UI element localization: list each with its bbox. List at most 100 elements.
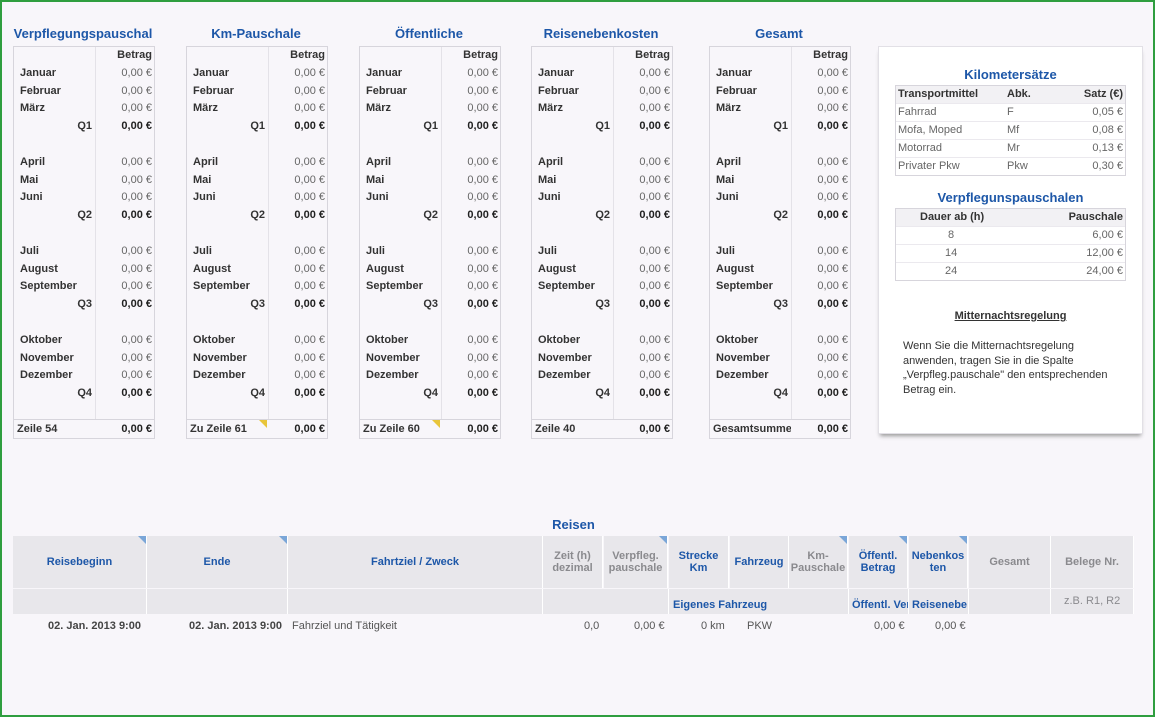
- month-row[interactable]: Januar 0,00 €: [360, 65, 500, 83]
- month-row[interactable]: November 0,00 €: [187, 350, 327, 368]
- month-row[interactable]: Juni 0,00 €: [187, 189, 327, 207]
- col-fahrtziel[interactable]: Fahrtziel / Zweck: [288, 536, 543, 588]
- quarter-row[interactable]: Q3 0,00 €: [710, 296, 850, 314]
- quarter-row[interactable]: Q3 0,00 €: [187, 296, 327, 314]
- col-strecke[interactable]: Strecke Km: [669, 536, 729, 588]
- meal-rate-row[interactable]: 8 6,00 €: [896, 227, 1125, 245]
- cell-ende[interactable]: 02. Jan. 2013 9:00: [189, 620, 282, 632]
- col-fahrzeug[interactable]: Fahrzeug: [730, 536, 789, 588]
- km-rate-row[interactable]: Fahrrad F 0,05 €: [896, 104, 1125, 122]
- month-row[interactable]: Dezember 0,00 €: [187, 367, 327, 385]
- km-rate-row[interactable]: Privater Pkw Pkw 0,30 €: [896, 158, 1125, 175]
- month-row[interactable]: September 0,00 €: [532, 278, 672, 296]
- quarter-row[interactable]: Q2 0,00 €: [187, 207, 327, 225]
- quarter-row[interactable]: Q1 0,00 €: [14, 118, 154, 136]
- quarter-row[interactable]: Q2 0,00 €: [710, 207, 850, 225]
- month-row[interactable]: November 0,00 €: [710, 350, 850, 368]
- month-row[interactable]: Juni 0,00 €: [14, 189, 154, 207]
- month-row[interactable]: Mai 0,00 €: [187, 172, 327, 190]
- table-footer[interactable]: Zu Zeile 61 0,00 €: [186, 419, 328, 439]
- month-row[interactable]: Juli 0,00 €: [360, 243, 500, 261]
- month-row[interactable]: Februar 0,00 €: [710, 83, 850, 101]
- month-row[interactable]: Oktober 0,00 €: [710, 332, 850, 350]
- col-reisebeginn[interactable]: Reisebeginn: [13, 536, 147, 588]
- month-row[interactable]: September 0,00 €: [187, 278, 327, 296]
- cell-reisebeginn[interactable]: 02. Jan. 2013 9:00: [48, 620, 141, 632]
- quarter-row[interactable]: Q4 0,00 €: [14, 385, 154, 403]
- km-rate-row[interactable]: Mofa, Moped Mf 0,08 €: [896, 122, 1125, 140]
- month-row[interactable]: Februar 0,00 €: [187, 83, 327, 101]
- cell-fahrzeug[interactable]: PKW: [747, 620, 773, 632]
- month-row[interactable]: April 0,00 €: [710, 154, 850, 172]
- month-row[interactable]: März 0,00 €: [532, 100, 672, 118]
- month-row[interactable]: Oktober 0,00 €: [532, 332, 672, 350]
- col-gesamt[interactable]: Gesamt: [969, 536, 1051, 588]
- quarter-row[interactable]: Q2 0,00 €: [14, 207, 154, 225]
- month-row[interactable]: November 0,00 €: [532, 350, 672, 368]
- month-row[interactable]: Februar 0,00 €: [532, 83, 672, 101]
- month-row[interactable]: Juli 0,00 €: [710, 243, 850, 261]
- month-row[interactable]: Dezember 0,00 €: [14, 367, 154, 385]
- month-row[interactable]: Januar 0,00 €: [14, 65, 154, 83]
- month-row[interactable]: März 0,00 €: [14, 100, 154, 118]
- quarter-row[interactable]: Q4 0,00 €: [187, 385, 327, 403]
- col-belege[interactable]: Belege Nr.: [1051, 536, 1134, 588]
- quarter-row[interactable]: Q4 0,00 €: [710, 385, 850, 403]
- month-row[interactable]: Dezember 0,00 €: [710, 367, 850, 385]
- month-row[interactable]: November 0,00 €: [14, 350, 154, 368]
- col-oeffentl[interactable]: Öffentl. Betrag: [849, 536, 908, 588]
- quarter-row[interactable]: Q3 0,00 €: [360, 296, 500, 314]
- month-row[interactable]: Mai 0,00 €: [710, 172, 850, 190]
- table-footer[interactable]: Zeile 54 0,00 €: [13, 419, 155, 439]
- month-row[interactable]: August 0,00 €: [360, 261, 500, 279]
- month-row[interactable]: April 0,00 €: [187, 154, 327, 172]
- month-row[interactable]: April 0,00 €: [360, 154, 500, 172]
- month-row[interactable]: Januar 0,00 €: [710, 65, 850, 83]
- month-row[interactable]: Juni 0,00 €: [532, 189, 672, 207]
- month-row[interactable]: September 0,00 €: [14, 278, 154, 296]
- cell-zeit[interactable]: 0,0: [584, 620, 600, 632]
- quarter-row[interactable]: Q4 0,00 €: [532, 385, 672, 403]
- month-row[interactable]: September 0,00 €: [360, 278, 500, 296]
- month-row[interactable]: Juli 0,00 €: [187, 243, 327, 261]
- month-row[interactable]: April 0,00 €: [14, 154, 154, 172]
- table-footer[interactable]: Gesamtsumme 0,00 €: [709, 419, 851, 439]
- quarter-row[interactable]: Q1 0,00 €: [187, 118, 327, 136]
- col-nebenkosten[interactable]: Nebenkos ten: [909, 536, 968, 588]
- quarter-row[interactable]: Q1 0,00 €: [532, 118, 672, 136]
- month-row[interactable]: Oktober 0,00 €: [360, 332, 500, 350]
- km-rate-row[interactable]: Motorrad Mr 0,13 €: [896, 140, 1125, 158]
- col-verpfleg[interactable]: Verpfleg. pauschale: [604, 536, 668, 588]
- table-footer[interactable]: Zu Zeile 60 0,00 €: [359, 419, 501, 439]
- meal-rate-row[interactable]: 14 12,00 €: [896, 245, 1125, 263]
- month-row[interactable]: August 0,00 €: [187, 261, 327, 279]
- col-ende[interactable]: Ende: [147, 536, 288, 588]
- month-row[interactable]: Dezember 0,00 €: [532, 367, 672, 385]
- month-row[interactable]: Juli 0,00 €: [532, 243, 672, 261]
- month-row[interactable]: September 0,00 €: [710, 278, 850, 296]
- month-row[interactable]: Februar 0,00 €: [14, 83, 154, 101]
- month-row[interactable]: März 0,00 €: [710, 100, 850, 118]
- month-row[interactable]: März 0,00 €: [360, 100, 500, 118]
- month-row[interactable]: März 0,00 €: [187, 100, 327, 118]
- quarter-row[interactable]: Q1 0,00 €: [710, 118, 850, 136]
- month-row[interactable]: Januar 0,00 €: [187, 65, 327, 83]
- quarter-row[interactable]: Q2 0,00 €: [532, 207, 672, 225]
- month-row[interactable]: November 0,00 €: [360, 350, 500, 368]
- cell-strecke[interactable]: 0 km: [701, 620, 725, 632]
- cell-nebenkosten[interactable]: 0,00 €: [935, 620, 966, 632]
- meal-rate-row[interactable]: 24 24,00 €: [896, 263, 1125, 280]
- month-row[interactable]: Februar 0,00 €: [360, 83, 500, 101]
- month-row[interactable]: Januar 0,00 €: [532, 65, 672, 83]
- month-row[interactable]: Mai 0,00 €: [532, 172, 672, 190]
- month-row[interactable]: April 0,00 €: [532, 154, 672, 172]
- month-row[interactable]: Dezember 0,00 €: [360, 367, 500, 385]
- month-row[interactable]: Juli 0,00 €: [14, 243, 154, 261]
- cell-oeffentl[interactable]: 0,00 €: [874, 620, 905, 632]
- cell-verpfleg[interactable]: 0,00 €: [634, 620, 665, 632]
- col-kmpausch[interactable]: Km-Pauschale: [789, 536, 848, 588]
- month-row[interactable]: August 0,00 €: [710, 261, 850, 279]
- quarter-row[interactable]: Q3 0,00 €: [14, 296, 154, 314]
- col-zeit[interactable]: Zeit (h) dezimal: [543, 536, 603, 588]
- quarter-row[interactable]: Q1 0,00 €: [360, 118, 500, 136]
